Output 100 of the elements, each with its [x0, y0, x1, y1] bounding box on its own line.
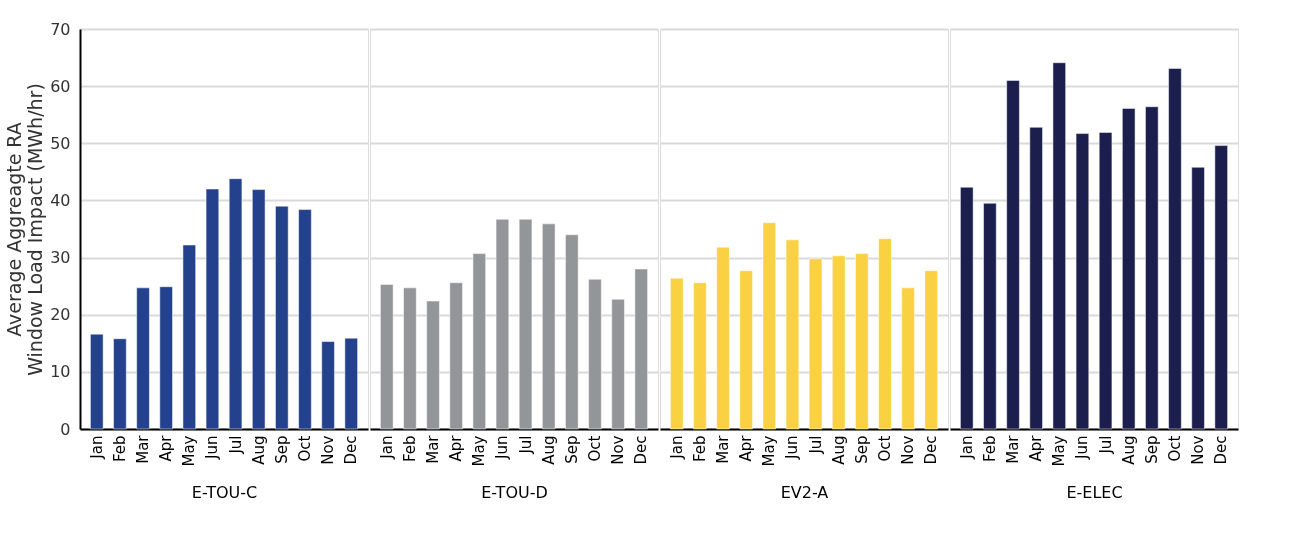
y-tick-label: 50 — [50, 133, 71, 153]
x-tick-label: Apr — [157, 434, 176, 462]
bar — [1006, 80, 1020, 430]
x-tick-label: Feb — [110, 435, 129, 463]
bar — [634, 268, 648, 430]
x-tick-label: Apr — [447, 434, 466, 462]
bar — [449, 282, 463, 430]
bar — [1168, 68, 1182, 430]
x-tick-label: Oct — [585, 435, 604, 462]
bar — [403, 287, 417, 430]
bar — [136, 287, 150, 430]
bar — [518, 219, 533, 430]
x-tick-label: Feb — [400, 435, 419, 463]
x-tick-label: Aug — [249, 435, 268, 465]
x-tick-label: Mar — [1004, 434, 1023, 464]
bar — [205, 188, 220, 430]
bar — [298, 209, 312, 430]
x-tick-label: Aug — [829, 435, 848, 465]
x-tick-label: Aug — [1119, 435, 1138, 465]
bar — [159, 286, 173, 430]
bar — [90, 333, 104, 430]
x-tick-label: May — [470, 435, 489, 467]
x-tick-label: Jul — [1096, 435, 1115, 455]
y-tick-label: 30 — [50, 248, 71, 268]
x-tick-label: Nov — [1189, 435, 1208, 465]
x-axis-title: EV2-A — [780, 482, 829, 502]
y-tick-label: 20 — [50, 305, 71, 325]
bar — [983, 203, 997, 430]
x-tick-label: Jun — [1073, 435, 1092, 460]
bar — [495, 219, 510, 430]
x-tick-label: Dec — [922, 435, 941, 465]
x-axis-title: E-TOU-C — [191, 482, 258, 502]
x-tick-label: Jun — [783, 435, 802, 460]
x-tick-label: Jul — [226, 435, 245, 455]
x-tick-label: Dec — [342, 435, 361, 465]
y-tick-label: 40 — [50, 190, 71, 210]
bar — [1122, 108, 1136, 430]
bar — [739, 270, 753, 430]
x-tick-label: Jan — [377, 435, 396, 460]
bar — [785, 239, 800, 430]
bar — [1075, 133, 1090, 430]
bar — [1145, 106, 1159, 430]
bar — [321, 341, 335, 430]
x-tick-label: Jun — [203, 435, 222, 460]
bar — [588, 279, 602, 430]
x-tick-label: Feb — [690, 435, 709, 463]
x-tick-label: Jul — [806, 435, 825, 455]
bar — [1052, 62, 1066, 430]
bar — [901, 287, 915, 430]
bar — [228, 178, 243, 430]
x-tick-label: Nov — [319, 435, 338, 465]
bar — [855, 253, 869, 430]
x-tick-label: Sep — [562, 435, 581, 464]
x-tick-label: Oct — [295, 435, 314, 462]
y-tick-label: 70 — [50, 19, 71, 39]
bar — [1214, 145, 1228, 430]
bar — [565, 234, 579, 430]
bar — [1191, 167, 1205, 430]
bar — [542, 223, 556, 430]
x-tick-label: May — [760, 435, 779, 467]
y-tick-label: 10 — [50, 362, 71, 382]
bar — [693, 282, 707, 430]
bar — [113, 338, 127, 430]
bar — [670, 277, 684, 430]
bar — [716, 247, 730, 430]
x-tick-label: Feb — [980, 435, 999, 463]
y-axis-title: Average Aggreagte RA Window Load Impact (MWh/hr) — [3, 83, 47, 376]
x-tick-label: Nov — [899, 435, 918, 465]
x-tick-label: Sep — [852, 435, 871, 464]
x-tick-label: Jan — [667, 435, 686, 460]
x-tick-label: May — [180, 435, 199, 467]
x-tick-label: Apr — [1027, 434, 1046, 462]
x-tick-label: Jun — [493, 435, 512, 460]
bar — [924, 270, 938, 430]
bar — [960, 187, 974, 430]
bar — [832, 255, 846, 430]
x-tick-label: Jan — [957, 435, 976, 460]
bar — [344, 337, 358, 430]
bar — [611, 299, 625, 430]
bar — [275, 205, 289, 430]
bar — [380, 284, 394, 430]
x-tick-label: Jan — [87, 435, 106, 460]
bar — [878, 238, 892, 430]
x-tick-label: Dec — [632, 435, 651, 465]
x-tick-label: Mar — [134, 434, 153, 464]
x-tick-label: Oct — [1165, 435, 1184, 462]
bar — [472, 253, 486, 430]
x-axis-title: E-TOU-D — [481, 482, 548, 502]
y-tick-label: 60 — [50, 76, 71, 96]
x-tick-label: Apr — [737, 434, 756, 462]
bar — [426, 300, 440, 430]
bar — [762, 222, 776, 430]
x-tick-label: Mar — [714, 434, 733, 464]
bar — [252, 189, 266, 430]
x-tick-label: Nov — [609, 435, 628, 465]
bar — [182, 244, 196, 430]
x-tick-label: Dec — [1212, 435, 1231, 465]
x-tick-label: Sep — [1142, 435, 1161, 464]
bar — [808, 258, 823, 430]
bar — [1098, 132, 1113, 430]
